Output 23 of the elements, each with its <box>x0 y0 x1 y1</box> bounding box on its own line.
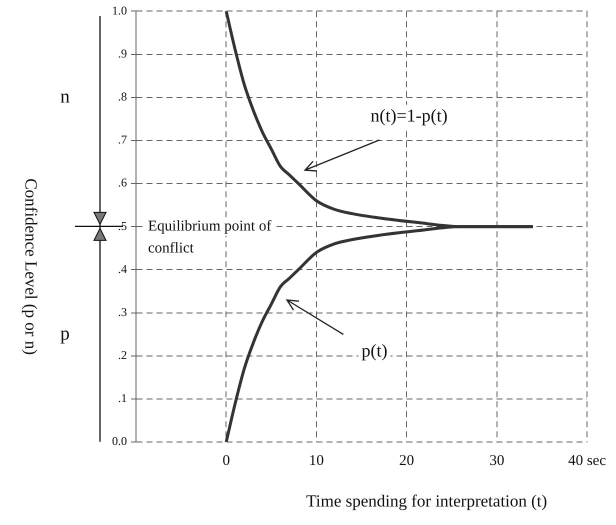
y-tick-label: .5 <box>118 218 127 233</box>
text: p <box>60 323 70 344</box>
x-tick-label: 10 <box>308 452 324 469</box>
y-tick-label: .2 <box>118 348 127 362</box>
y-tick-label: 1.0 <box>112 3 127 18</box>
y-tick-label: .9 <box>118 46 127 60</box>
text: n <box>60 86 70 108</box>
annotation: p(t) <box>362 340 388 360</box>
x-tick-label: 40 sec <box>568 452 606 469</box>
y-tick-label: .8 <box>118 90 127 104</box>
annotation: n(t)=1-p(t) <box>370 105 448 126</box>
y-tick-label: .7 <box>118 132 127 147</box>
y-tick-label: .1 <box>118 391 127 406</box>
annotation: Equilibrium point of conflict <box>148 218 272 257</box>
x-axis-title: Time spending for interpretation (t) <box>306 491 548 510</box>
y-tick-label: .4 <box>118 262 127 276</box>
x-tick-label: 20 <box>399 452 414 469</box>
y-axis-title: Confidence Level (p or n) <box>22 178 41 355</box>
x-tick-label: 30 <box>489 452 504 469</box>
y-tick-label: 0.0 <box>112 434 127 448</box>
y-tick-label: .6 <box>118 176 127 190</box>
y-tick-label: .3 <box>118 304 127 319</box>
x-tick-label: 0 <box>222 452 230 469</box>
